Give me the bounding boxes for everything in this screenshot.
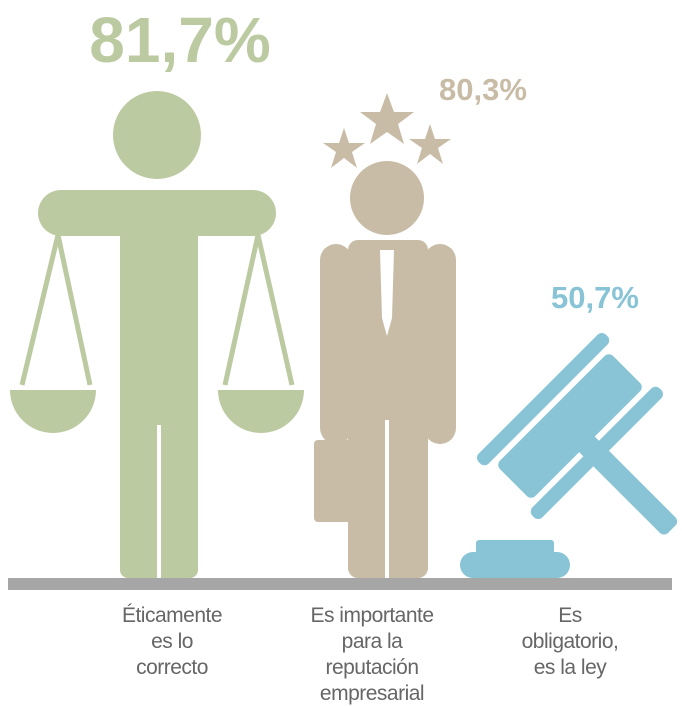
category-label: Éticamente es lo correcto	[121, 604, 223, 679]
baseline	[8, 578, 672, 590]
value-label: 80,3%	[439, 72, 527, 107]
tie	[380, 250, 394, 336]
scale-person-icon	[10, 91, 304, 578]
gavel-icon	[460, 333, 678, 578]
category-label: Es importante para la reputación empresa…	[310, 604, 434, 705]
value-label: 81,7%	[89, 4, 270, 76]
value-label: 50,7%	[551, 280, 639, 315]
business-person-icon	[314, 93, 456, 578]
category-label: Es obligatorio, es la ley	[521, 604, 619, 679]
